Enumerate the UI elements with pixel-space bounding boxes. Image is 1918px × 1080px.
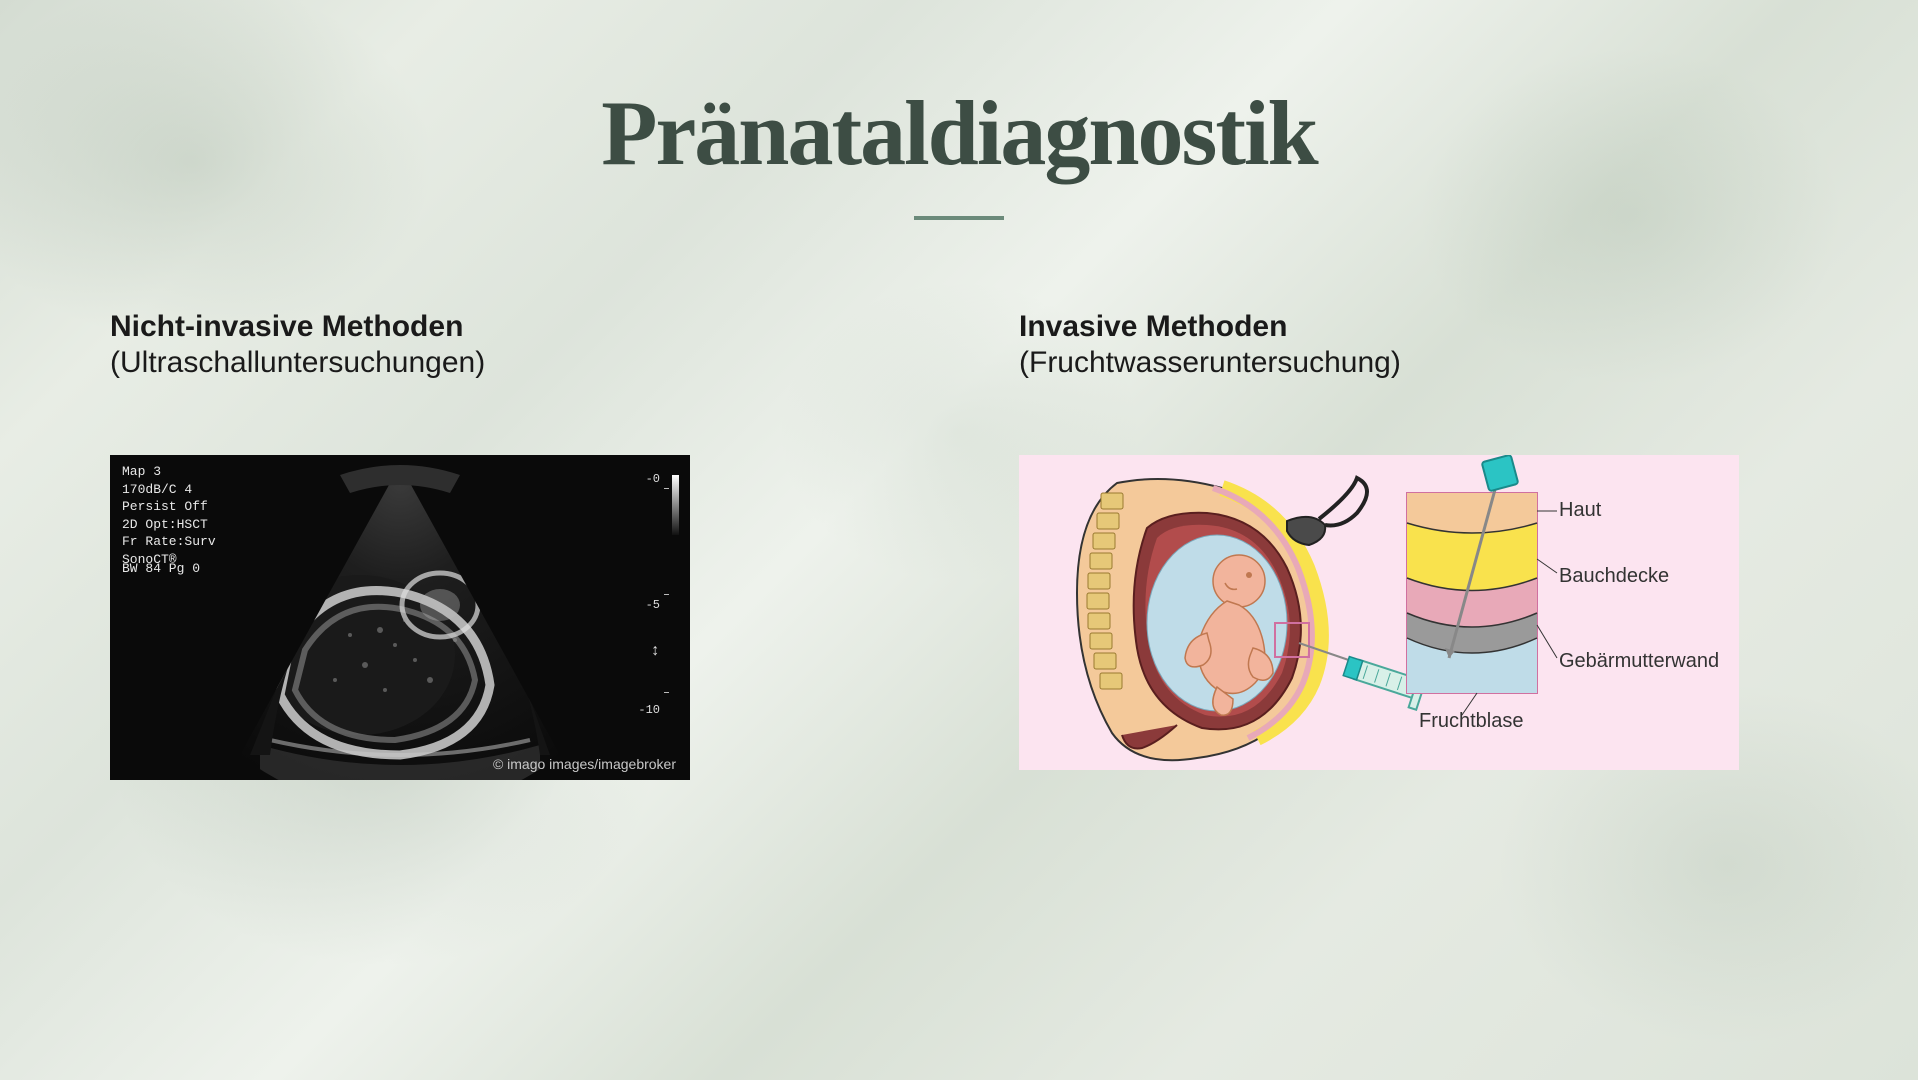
columns: Nicht-invasive Methoden (Ultraschallunte… [100,310,1818,780]
scale-label: -0 [646,472,660,486]
diagram-label-haut: Haut [1559,499,1601,522]
ultrasound-bw: BW 84 Pg 0 [122,561,200,576]
sagittal-diagram [1077,478,1424,760]
ultrasound-meta: Map 3 170dB/C 4 Persist Off 2D Opt:HSCT … [122,463,216,568]
col-heading-right: Invasive Methoden [1019,310,1808,344]
zoom-detail [1407,455,1557,715]
transducer-icon [1287,478,1367,545]
updown-arrow-icon: ↕ [650,642,660,660]
col-heading-left: Nicht-invasive Methoden [110,310,899,344]
us-meta-line: 2D Opt:HSCT [122,516,216,534]
col-subheading-right: (Fruchtwasseruntersuchung) [1019,346,1808,380]
ultrasound-figure: Map 3 170dB/C 4 Persist Off 2D Opt:HSCT … [110,455,690,780]
page-title: Pränataldiagnostik [100,80,1818,186]
image-credit: © imago images/imagebroker [493,756,676,772]
title-divider [914,216,1004,220]
diagram-label-gebaermutterwand: Gebärmutterwand [1559,650,1719,673]
column-non-invasive: Nicht-invasive Methoden (Ultraschallunte… [110,310,899,780]
us-meta-line: Persist Off [122,498,216,516]
ultrasound-fan [180,455,620,780]
diagram-label-bauchdecke: Bauchdecke [1559,565,1669,588]
grayscale-bar-icon [672,475,679,535]
column-invasive: Invasive Methoden (Fruchtwasseruntersuch… [1019,310,1808,780]
us-meta-line: Fr Rate:Surv [122,533,216,551]
scale-label: -10 [638,703,660,717]
scale-label: -5 [646,598,660,612]
us-meta-line: Map 3 [122,463,216,481]
amniocentesis-figure: Haut Bauchdecke Gebärmutterwand Fruchtbl… [1019,455,1739,770]
us-meta-line: 170dB/C 4 [122,481,216,499]
col-subheading-left: (Ultraschalluntersuchungen) [110,346,899,380]
diagram-label-fruchtblase: Fruchtblase [1419,710,1524,733]
